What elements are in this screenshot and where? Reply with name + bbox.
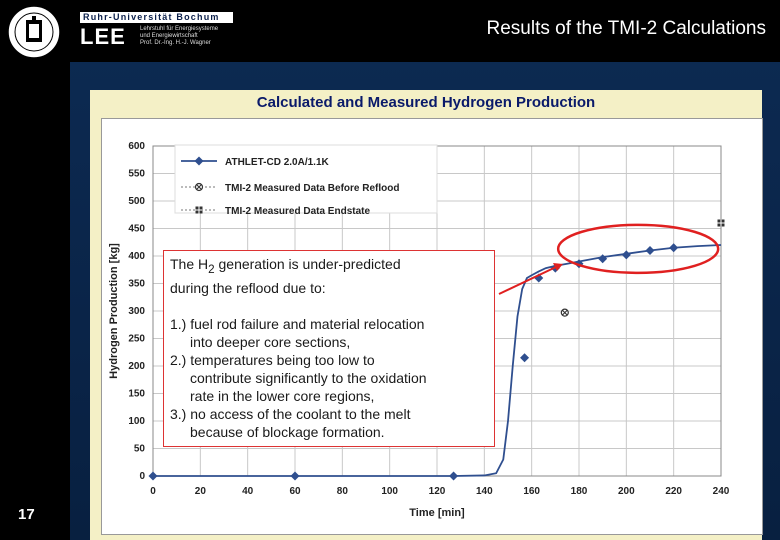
chair-line: Lehrstuhl für Energiesysteme xyxy=(140,26,219,32)
x-tick-label: 180 xyxy=(571,486,588,497)
chair-line: und Energiewirtschaft xyxy=(140,33,198,39)
y-tick-label: 50 xyxy=(134,444,146,455)
y-tick-label: 550 xyxy=(128,169,145,180)
legend-label: TMI-2 Measured Data Endstate xyxy=(225,206,370,217)
callout-arrow-head xyxy=(553,263,563,271)
series-point xyxy=(598,254,608,264)
lee-logo: LEE xyxy=(80,24,126,49)
legend-label: ATHLET-CD 2.0A/1.1K xyxy=(225,157,329,168)
series-point xyxy=(621,250,631,260)
callout-line: The H2 generation is under-predicted xyxy=(170,255,488,279)
chair-text: Lehrstuhl für Energiesysteme und Energie… xyxy=(140,26,250,47)
x-tick-label: 80 xyxy=(337,486,349,497)
explanation-callout: The H2 generation is under-predicted dur… xyxy=(163,250,495,447)
highlight-ellipse xyxy=(556,223,720,275)
x-tick-label: 140 xyxy=(476,486,493,497)
y-tick-label: 300 xyxy=(128,306,145,317)
series-point xyxy=(449,471,459,481)
y-tick-label: 450 xyxy=(128,224,145,235)
y-tick-label: 150 xyxy=(128,389,145,400)
callout-item-continued: into deeper core sections, xyxy=(190,333,351,350)
series-line xyxy=(153,244,722,477)
panel-title: Calculated and Measured Hydrogen Product… xyxy=(256,94,596,111)
chair-line: Prof. Dr.-Ing. H.-J. Wagner xyxy=(140,40,211,46)
measured-before-reflood-point xyxy=(560,308,569,317)
university-name: Ruhr-Universität Bochum xyxy=(80,12,233,23)
x-tick-label: 40 xyxy=(242,486,254,497)
x-tick-label: 240 xyxy=(713,486,730,497)
legend-swatch-marker xyxy=(194,182,204,192)
callout-text: generation is under-predicted xyxy=(214,256,401,272)
x-tick-label: 120 xyxy=(429,486,446,497)
y-tick-label: 500 xyxy=(128,196,145,207)
legend-box xyxy=(174,144,438,214)
left-black-bar xyxy=(0,0,70,540)
x-tick-label: 0 xyxy=(150,486,156,497)
series-point xyxy=(148,471,158,481)
callout-item-continued: because of blockage formation. xyxy=(190,423,385,440)
legend-label: TMI-2 Measured Data Before Reflood xyxy=(225,183,399,194)
series-point xyxy=(520,353,530,363)
measured-endstate-point xyxy=(717,219,725,227)
y-tick-label: 400 xyxy=(128,251,145,262)
callout-arrow-line xyxy=(498,266,557,295)
x-tick-label: 20 xyxy=(195,486,207,497)
series-point xyxy=(669,243,679,253)
x-tick-label: 200 xyxy=(618,486,635,497)
y-tick-label: 350 xyxy=(128,279,145,290)
callout-text: The H xyxy=(170,256,209,272)
callout-item-continued: rate in the lower core regions, xyxy=(190,387,375,404)
header-bar xyxy=(0,0,780,62)
y-axis-label: Hydrogen Production [kg] xyxy=(108,243,120,379)
university-seal-icon xyxy=(7,5,61,59)
y-tick-label: 250 xyxy=(128,334,145,345)
callout-item-continued: contribute significantly to the oxidatio… xyxy=(190,369,427,386)
callout-item: 2.) temperatures being too low to xyxy=(170,351,375,368)
x-axis-label: Time [min] xyxy=(409,507,465,519)
x-tick-label: 60 xyxy=(289,486,301,497)
x-tick-label: 100 xyxy=(381,486,398,497)
y-tick-label: 0 xyxy=(139,471,145,482)
legend-swatch-marker xyxy=(194,156,204,166)
y-tick-label: 200 xyxy=(128,361,145,372)
callout-item: 1.) fuel rod failure and material reloca… xyxy=(170,315,425,332)
series-point xyxy=(290,471,300,481)
series-point xyxy=(645,246,655,255)
page-number: 17 xyxy=(18,506,35,523)
y-tick-label: 600 xyxy=(128,141,145,152)
legend-swatch-marker xyxy=(195,206,203,214)
y-tick-label: 100 xyxy=(128,416,145,427)
callout-subscript: 2 xyxy=(208,262,215,276)
x-tick-label: 160 xyxy=(523,486,540,497)
callout-line: during the reflood due to: xyxy=(170,279,326,296)
x-tick-label: 220 xyxy=(665,486,682,497)
slide-title: Results of the TMI-2 Calculations xyxy=(486,18,767,39)
callout-item: 3.) no access of the coolant to the melt xyxy=(170,405,411,422)
